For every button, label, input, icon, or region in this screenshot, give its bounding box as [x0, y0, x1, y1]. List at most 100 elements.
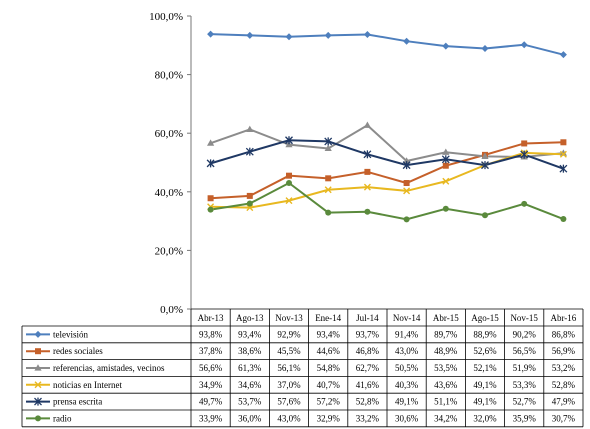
data-point-marker [324, 137, 333, 146]
data-point-marker [34, 330, 42, 338]
data-point-marker [403, 187, 411, 195]
data-label: 61,3% [238, 363, 262, 373]
data-point-marker [442, 148, 450, 155]
data-point-marker [285, 197, 293, 205]
data-label: 90,2% [513, 329, 537, 339]
data-point-marker [521, 200, 528, 207]
legend-entry: televisión [53, 329, 88, 339]
legend-entry: radio [53, 413, 72, 423]
data-point-marker [481, 152, 489, 159]
x-tick-label: Abr-16 [550, 313, 576, 323]
data-label: 48,9% [434, 346, 458, 356]
data-label: 40,7% [317, 380, 341, 390]
data-label: 56,6% [199, 363, 223, 373]
y-tick-label: 40,0% [155, 187, 183, 199]
data-label: 56,5% [513, 346, 537, 356]
data-label: 47,9% [552, 397, 576, 407]
series-markers [206, 30, 568, 223]
data-point-marker [363, 150, 372, 159]
data-point-marker [207, 206, 214, 213]
data-point-marker [441, 155, 450, 164]
data-label: 93,4% [238, 329, 262, 339]
data-label: 43,0% [395, 346, 419, 356]
data-label: 49,1% [473, 397, 497, 407]
data-point-marker [246, 192, 253, 199]
data-point-marker [560, 216, 567, 223]
data-point-marker [560, 139, 567, 146]
x-tick-label: Ago-15 [471, 313, 499, 323]
data-label: 52,1% [473, 363, 497, 373]
data-label: 53,5% [434, 363, 458, 373]
data-label: 56,9% [552, 346, 576, 356]
data-label: 49,7% [199, 397, 223, 407]
legend-entry: prensa escrita [53, 397, 102, 407]
data-point-marker [324, 186, 332, 194]
data-point-marker [442, 42, 450, 50]
data-label: 49,1% [395, 397, 419, 407]
data-label: 53,3% [513, 380, 537, 390]
data-label: 62,7% [356, 363, 380, 373]
data-label: 93,8% [199, 329, 223, 339]
data-point-marker [403, 180, 410, 187]
data-point-marker [559, 164, 568, 173]
data-point-marker [520, 41, 528, 49]
data-label: 52,8% [356, 397, 380, 407]
data-label: 46,8% [356, 346, 380, 356]
data-label: 52,6% [473, 346, 497, 356]
data-label: 30,7% [552, 413, 576, 423]
data-point-marker [206, 159, 215, 168]
data-label: 38,6% [238, 346, 262, 356]
data-point-marker [520, 150, 529, 159]
data-label: 51,9% [513, 363, 537, 373]
data-label: 93,4% [317, 329, 341, 339]
series-line [210, 33, 564, 56]
data-label: 50,5% [395, 363, 419, 373]
x-tick-label: Abr-15 [433, 313, 459, 323]
data-label: 32,9% [317, 413, 341, 423]
data-point-marker [207, 195, 214, 202]
data-label: 34,2% [434, 413, 458, 423]
data-point-marker [403, 37, 411, 45]
data-label: 33,9% [199, 413, 223, 423]
data-label: 41,6% [356, 380, 380, 390]
data-point-marker [325, 175, 332, 182]
data-label: 32,0% [473, 413, 497, 423]
data-label: 88,9% [473, 329, 497, 339]
data-point-marker [363, 183, 371, 191]
data-label: 45,5% [277, 346, 301, 356]
data-point-marker [442, 177, 450, 185]
y-tick-label: 80,0% [155, 70, 183, 82]
x-tick-label: Jul-14 [356, 313, 379, 323]
data-point-marker [559, 150, 567, 158]
series-line [210, 151, 564, 209]
data-point-marker [364, 168, 371, 175]
data-label: 37,8% [199, 346, 223, 356]
data-point-marker [246, 125, 254, 132]
x-tick-label: Nov-14 [393, 313, 421, 323]
data-label: 53,7% [238, 397, 262, 407]
data-label: 49,1% [473, 380, 497, 390]
data-point-marker [403, 157, 411, 164]
data-label: 52,7% [513, 397, 537, 407]
x-tick-label: Ago-13 [236, 313, 264, 323]
data-point-marker [246, 200, 253, 207]
data-label: 35,9% [513, 413, 537, 423]
data-label: 30,6% [395, 413, 419, 423]
data-point-marker [34, 364, 42, 371]
data-point-marker [559, 149, 567, 156]
data-label: 37,0% [277, 380, 301, 390]
data-point-marker [442, 162, 449, 169]
y-axis: 0,0% 20,0% 40,0% 60,0% 80,0% 100,0% [149, 11, 192, 316]
x-tick-label: Nov-15 [510, 313, 538, 323]
data-label: 43,0% [277, 413, 301, 423]
series-line [210, 181, 564, 221]
data-point-marker [482, 212, 488, 219]
data-point-marker [35, 415, 41, 422]
data-point-marker [324, 31, 332, 39]
data-label: 34,6% [238, 380, 262, 390]
data-point-marker [246, 31, 254, 39]
data-point-marker [363, 30, 371, 38]
data-label: 52,8% [552, 380, 576, 390]
data-point-marker [286, 172, 292, 179]
data-label: 92,9% [277, 329, 301, 339]
